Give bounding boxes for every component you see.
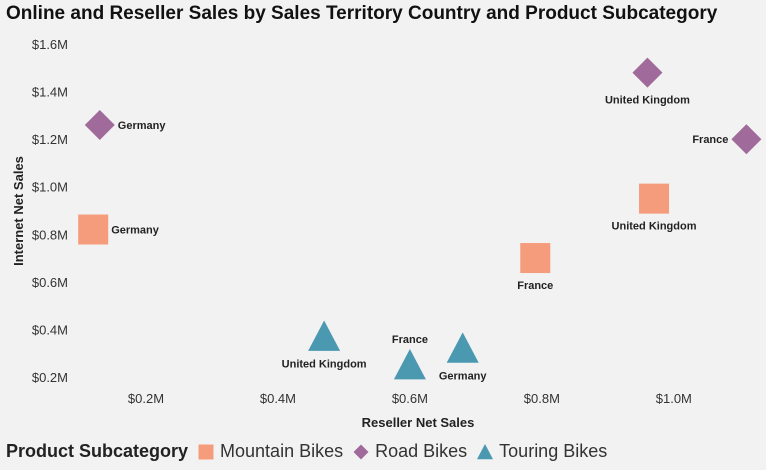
y-tick-label: $1.0M [32,180,68,195]
x-tick-label: $0.2M [128,391,164,406]
mountain-bikes-point[interactable] [520,243,551,274]
data-label: Germany [118,120,167,132]
y-tick-label: $0.4M [32,322,68,337]
road-bikes-point[interactable] [731,124,762,155]
mountain-bikes-point[interactable] [78,214,109,245]
data-label: United Kingdom [612,221,697,233]
legend-item-mountain-bikes[interactable]: Mountain Bikes [198,441,343,462]
legend: Product Subcategory Mountain Bikes Road B… [6,441,607,462]
diamond-icon [353,444,369,459]
y-tick-label: $1.6M [32,37,68,52]
x-tick-label: $0.8M [524,391,560,406]
legend-item-touring-bikes[interactable]: Touring Bikes [477,441,607,462]
y-tick-label: $0.8M [32,227,68,242]
legend-item-road-bikes[interactable]: Road Bikes [353,441,467,462]
triangle-icon [477,443,494,459]
touring-bikes-point[interactable] [393,348,426,380]
chart-title: Online and Reseller Sales by Sales Terri… [6,3,718,24]
y-axis-ticks: $0.2M $0.4M $0.6M $0.8M $1.0M $1.2M $1.4M $1.6M [32,37,68,385]
square-icon [198,444,214,459]
x-tick-label: $0.4M [260,391,296,406]
scatter-plot: $0.2M $0.4M $0.6M $0.8M $1.0M $1.2M $1.4M $1.6M… [11,37,762,430]
mountain-bikes-point[interactable] [639,183,670,214]
data-label: Germany [111,225,160,237]
data-label: United Kingdom [282,358,367,370]
road-bikes-point[interactable] [632,57,663,88]
data-points: Germany France United Kingdom Germany United… [78,57,762,382]
data-label: France [692,134,728,146]
y-tick-label: $1.2M [32,132,68,147]
data-label: United Kingdom [605,95,690,107]
legend-label: Mountain Bikes [220,441,344,461]
x-tick-label: $1.0M [656,391,692,406]
road-bikes-point[interactable] [84,109,115,140]
legend-label: Road Bikes [375,441,468,461]
legend-marker[interactable] [477,443,494,459]
x-axis-title: Reseller Net Sales [362,415,475,430]
y-tick-label: $0.6M [32,275,68,290]
touring-bikes-point[interactable] [446,332,479,363]
data-label: Germany [439,370,488,382]
touring-bikes-point[interactable] [308,320,341,351]
y-tick-label: $1.4M [32,85,68,100]
x-tick-label: $0.6M [392,391,428,406]
data-label: France [392,334,428,346]
data-label: France [517,280,553,292]
legend-marker[interactable] [198,444,214,459]
y-axis-title: Internet Net Sales [11,156,26,266]
x-axis-ticks: $0.2M $0.4M $0.6M $0.8M $1.0M [128,391,692,406]
y-tick-label: $0.2M [32,370,68,385]
legend-label: Touring Bikes [499,441,608,461]
legend-marker[interactable] [353,444,369,459]
legend-title: Product Subcategory [6,441,189,461]
